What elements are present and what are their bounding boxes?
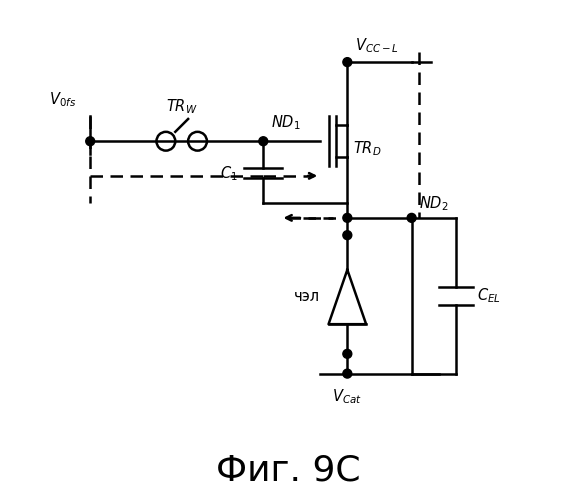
Text: $V_{CC-L}$: $V_{CC-L}$ [355,36,399,54]
Circle shape [343,214,352,222]
Text: $V_{0fs}$: $V_{0fs}$ [50,90,77,109]
Text: $C_1$: $C_1$ [220,164,237,182]
Text: $TR_D$: $TR_D$ [353,140,382,158]
Text: чэл: чэл [294,290,320,304]
Text: $C_{EL}$: $C_{EL}$ [477,286,501,305]
Text: $V_{Cat}$: $V_{Cat}$ [332,388,362,406]
Circle shape [86,137,94,145]
Circle shape [407,214,416,222]
Circle shape [343,350,352,358]
Circle shape [343,230,352,239]
Circle shape [343,58,352,66]
Text: Фиг. 9С: Фиг. 9С [215,453,361,487]
Circle shape [259,137,268,145]
Circle shape [343,369,352,378]
Text: $ND_1$: $ND_1$ [271,114,301,132]
Text: $ND_2$: $ND_2$ [419,194,449,213]
Text: $TR_W$: $TR_W$ [166,97,198,116]
